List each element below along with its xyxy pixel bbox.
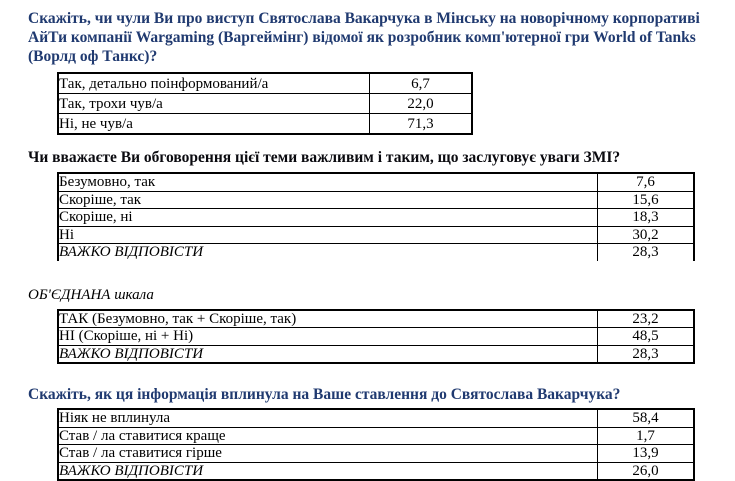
answer-label: Так, трохи чув/а <box>57 93 370 114</box>
table-row: Так, трохи чув/а 22,0 <box>57 93 473 114</box>
answer-label: ВАЖКО ВІДПОВІСТИ <box>57 461 598 481</box>
answer-label: Став / ла ставитися гірше <box>57 444 598 463</box>
question-2-table: Безумовно, так 7,6 Скоріше, так 15,6 Ско… <box>57 172 695 261</box>
answer-value: 18,3 <box>597 208 695 227</box>
table-row: Ні, не чув/а 71,3 <box>57 113 473 135</box>
answer-value: 6,7 <box>369 72 473 94</box>
answer-label: Скоріше, ні <box>57 208 598 227</box>
answer-value: 30,2 <box>597 225 695 244</box>
spacer <box>28 135 717 148</box>
table-row-hard-to-answer: ВАЖКО ВІДПОВІСТИ 26,0 <box>57 461 695 481</box>
table-row: ТАК (Безумовно, так + Скоріше, так) 23,2 <box>57 309 695 328</box>
table-row: НІ (Скоріше, ні + Ні) 48,5 <box>57 327 695 346</box>
answer-value: 71,3 <box>369 113 473 135</box>
answer-value: 28,3 <box>597 243 695 261</box>
table-row: Безумовно, так 7,6 <box>57 172 695 192</box>
combined-scale-table: ТАК (Безумовно, так + Скоріше, так) 23,2… <box>57 308 695 364</box>
answer-label: ВАЖКО ВІДПОВІСТИ <box>57 243 598 261</box>
answer-value: 28,3 <box>597 344 695 364</box>
question-4-heading: Скажіть, як ця інформація вплинула на Ва… <box>28 386 621 403</box>
table-row: Скоріше, так 15,6 <box>57 190 695 209</box>
answer-value: 48,5 <box>597 327 695 346</box>
answer-value: 22,0 <box>369 93 473 114</box>
answer-label: ТАК (Безумовно, так + Скоріше, так) <box>57 309 598 328</box>
combined-scale-heading: ОБ'ЄДНАНА шкала <box>28 286 154 303</box>
answer-value: 1,7 <box>597 426 695 445</box>
answer-value: 7,6 <box>597 172 695 192</box>
table-row: Ніяк не вплинула 58,4 <box>57 408 695 428</box>
question-4-table: Ніяк не вплинула 58,4 Став / ла ставитис… <box>57 408 695 481</box>
spacer <box>28 364 717 385</box>
answer-value: 13,9 <box>597 444 695 463</box>
table-row: Став / ла ставитися гірше 13,9 <box>57 444 695 463</box>
table-row-hard-to-answer: ВАЖКО ВІДПОВІСТИ 28,3 <box>57 243 695 261</box>
answer-label: Безумовно, так <box>57 172 598 192</box>
table-row: Став / ла ставитися краще 1,7 <box>57 426 695 445</box>
table-row: Так, детально поінформований/а 6,7 <box>57 72 473 94</box>
answer-label: ВАЖКО ВІДПОВІСТИ <box>57 344 598 364</box>
answer-label: Скоріше, так <box>57 190 598 209</box>
answer-value: 26,0 <box>597 461 695 481</box>
spacer <box>28 261 717 287</box>
answer-value: 58,4 <box>597 408 695 428</box>
answer-value: 15,6 <box>597 190 695 209</box>
question-2-heading: Чи вважаєте Ви обговорення цієї теми важ… <box>28 149 621 166</box>
question-1-heading: Скажіть, чи чули Ви про виступ Святослав… <box>28 10 700 65</box>
table-row: Ні 30,2 <box>57 225 695 244</box>
answer-label: НІ (Скоріше, ні + Ні) <box>57 327 598 346</box>
answer-value: 23,2 <box>597 309 695 328</box>
answer-label: Ніяк не вплинула <box>57 408 598 428</box>
table-row-hard-to-answer: ВАЖКО ВІДПОВІСТИ 28,3 <box>57 344 695 364</box>
answer-label: Ні, не чув/а <box>57 113 370 135</box>
question-1-table: Так, детально поінформований/а 6,7 Так, … <box>57 72 473 135</box>
table-row: Скоріше, ні 18,3 <box>57 208 695 227</box>
answer-label: Ні <box>57 225 598 244</box>
answer-label: Став / ла ставитися краще <box>57 426 598 445</box>
answer-label: Так, детально поінформований/а <box>57 72 370 94</box>
